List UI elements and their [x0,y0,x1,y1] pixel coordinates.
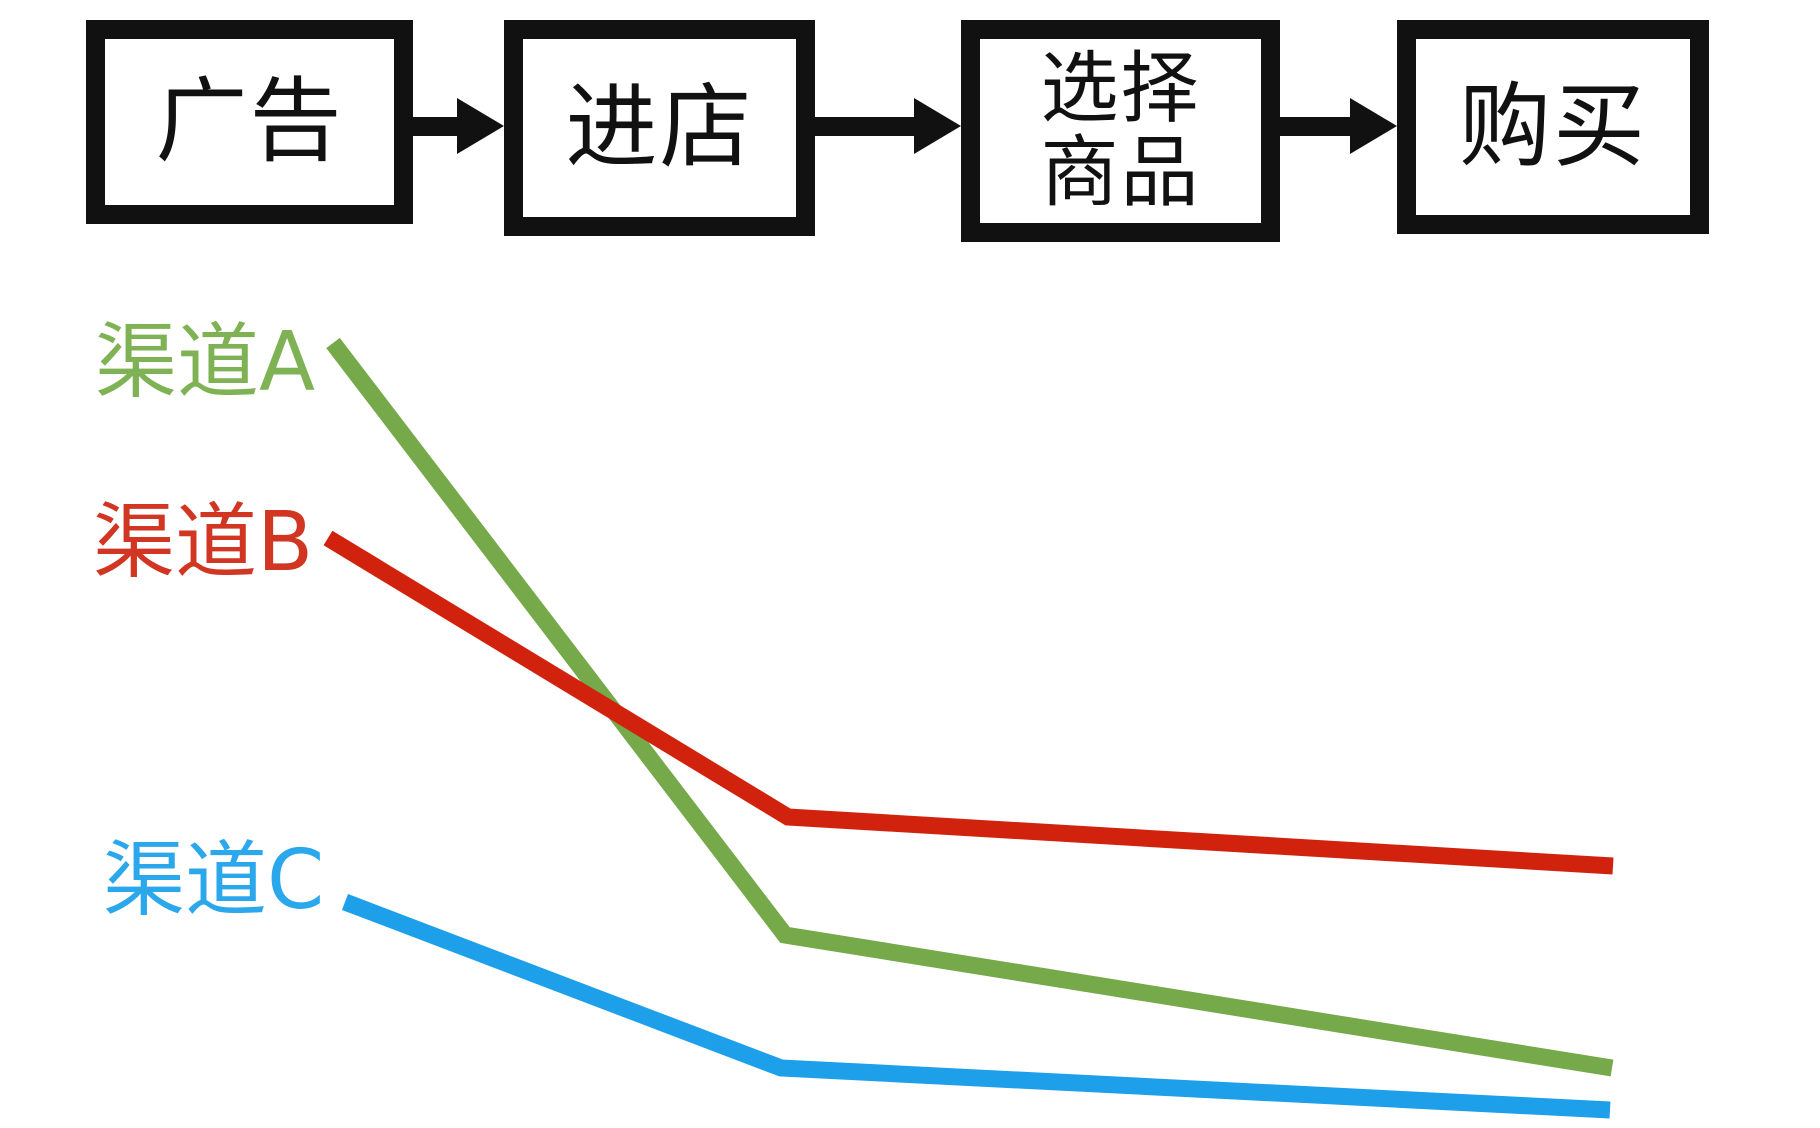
arrow-head [457,98,504,154]
channel-c-label: 渠道C [103,833,325,928]
stage-box-enter-store: 进店 [504,20,815,236]
stage-box-select-product: 选择 商品 [961,20,1280,242]
channel-b-line [323,530,1614,875]
channel-c-line [341,894,1611,1119]
arrow-right-icon [815,98,961,154]
arrow-right-icon [413,98,504,154]
channel-a-label: 渠道A [95,315,316,410]
arrow-shaft [1280,116,1350,136]
arrow-right-icon [1280,98,1397,154]
stage-label-enter-store: 进店 [565,74,754,182]
channel-b-label: 渠道B [93,495,314,590]
arrow-head [1350,98,1397,154]
stage-box-purchase: 购买 [1397,20,1709,234]
stage-label-select-product: 选择 商品 [1040,43,1201,218]
stage-box-advertisement: 广告 [86,20,413,224]
arrow-shaft [815,116,914,136]
arrow-shaft [413,116,457,136]
channel-a-line [326,337,1614,1077]
stage-label-purchase: 购买 [1458,73,1647,181]
arrow-head [914,98,961,154]
stage-label-advertisement: 广告 [155,68,344,176]
